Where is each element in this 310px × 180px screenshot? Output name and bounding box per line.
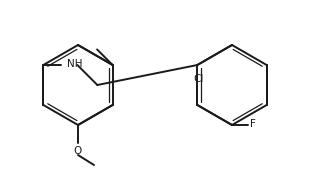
- Text: Cl: Cl: [193, 74, 204, 84]
- Text: NH: NH: [67, 59, 83, 69]
- Text: F: F: [250, 119, 256, 129]
- Text: O: O: [74, 146, 82, 156]
